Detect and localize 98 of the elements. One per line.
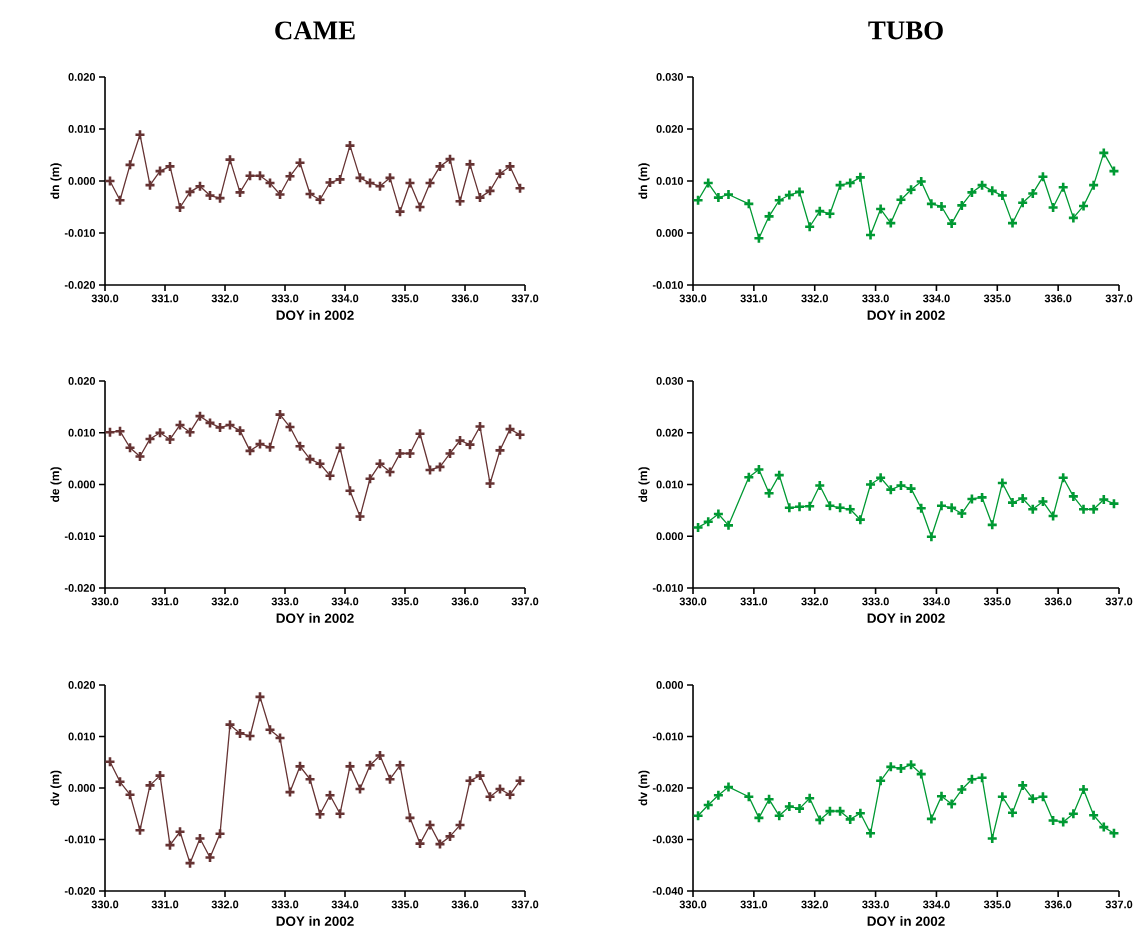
x-tick-label: 331.0 bbox=[151, 597, 179, 606]
y-tick-label: 0.010 bbox=[68, 732, 96, 741]
x-tick-label: 330.0 bbox=[679, 597, 707, 606]
x-axis-title: DOY in 2002 bbox=[276, 310, 354, 320]
x-tick-label: 331.0 bbox=[740, 294, 768, 303]
x-tick-label: 336.0 bbox=[451, 294, 479, 303]
x-tick-label: 337.0 bbox=[1105, 900, 1133, 909]
x-tick-label: 330.0 bbox=[91, 597, 119, 606]
y-tick-label: -0.020 bbox=[652, 784, 684, 792]
y-axis-title: dn (m) bbox=[50, 163, 62, 199]
x-tick-label: 332.0 bbox=[801, 900, 828, 909]
y-tick-label: 0.020 bbox=[68, 681, 96, 689]
point bbox=[224, 419, 236, 431]
y-tick-label: 0.020 bbox=[656, 428, 684, 437]
y-tick-label: 0.010 bbox=[656, 177, 684, 185]
x-tick-label: 332.0 bbox=[211, 294, 239, 303]
x-tick-label: 332.0 bbox=[801, 294, 828, 303]
point bbox=[144, 433, 156, 445]
x-tick-label: 334.0 bbox=[922, 900, 950, 909]
chart-title: CAME bbox=[275, 21, 355, 40]
x-tick-label: 333.0 bbox=[862, 900, 889, 909]
x-tick-label: 337.0 bbox=[1105, 597, 1133, 606]
y-tick-label: 0.030 bbox=[656, 377, 684, 385]
y-axis-title: dv (m) bbox=[638, 770, 650, 806]
y-tick-label: -0.010 bbox=[64, 532, 96, 541]
y-tick-label: -0.010 bbox=[652, 281, 684, 289]
x-axis-title: DOY in 2002 bbox=[867, 310, 945, 320]
x-tick-label: 334.0 bbox=[331, 294, 359, 303]
x-axis-title: DOY in 2002 bbox=[276, 613, 354, 623]
x-tick-label: 335.0 bbox=[983, 900, 1011, 909]
y-tick-label: 0.010 bbox=[656, 480, 684, 489]
y-tick-label: 0.010 bbox=[68, 125, 96, 133]
y-tick-label: -0.010 bbox=[652, 732, 684, 741]
x-tick-label: 330.0 bbox=[679, 900, 707, 909]
x-tick-label: 333.0 bbox=[271, 294, 299, 303]
x-tick-label: 337.0 bbox=[1105, 294, 1133, 303]
y-tick-label: 0.010 bbox=[68, 428, 96, 437]
point bbox=[1037, 171, 1049, 183]
y-axis-title: de (m) bbox=[638, 467, 650, 502]
x-axis-title: DOY in 2002 bbox=[276, 916, 354, 926]
y-tick-label: 0.000 bbox=[656, 229, 684, 237]
x-tick-label: 334.0 bbox=[331, 900, 359, 909]
x-tick-label: 334.0 bbox=[922, 597, 950, 606]
x-axis-title: DOY in 2002 bbox=[867, 916, 945, 926]
y-tick-label: 0.000 bbox=[68, 784, 96, 792]
x-axis-title: DOY in 2002 bbox=[867, 613, 945, 623]
x-tick-label: 335.0 bbox=[983, 597, 1011, 606]
x-tick-label: 333.0 bbox=[862, 597, 889, 606]
x-tick-label: 332.0 bbox=[211, 900, 239, 909]
chart-title: TUBO bbox=[868, 21, 943, 40]
y-tick-label: 0.000 bbox=[656, 681, 684, 689]
y-tick-label: 0.000 bbox=[656, 532, 684, 541]
y-tick-label: 0.000 bbox=[68, 480, 96, 489]
point bbox=[434, 461, 446, 473]
y-tick-label: 0.020 bbox=[68, 377, 96, 385]
y-tick-label: 0.000 bbox=[68, 177, 96, 185]
x-tick-label: 336.0 bbox=[451, 597, 479, 606]
x-tick-label: 332.0 bbox=[211, 597, 239, 606]
x-tick-label: 331.0 bbox=[151, 900, 179, 909]
y-tick-label: -0.020 bbox=[64, 281, 96, 289]
x-tick-label: 332.0 bbox=[801, 597, 828, 606]
point bbox=[444, 153, 456, 165]
x-tick-label: 336.0 bbox=[1044, 597, 1072, 606]
x-tick-label: 330.0 bbox=[91, 294, 119, 303]
y-tick-label: 0.020 bbox=[656, 125, 684, 133]
y-axis-title: dn (m) bbox=[638, 163, 650, 199]
x-tick-label: 336.0 bbox=[451, 900, 479, 909]
x-tick-label: 331.0 bbox=[740, 900, 768, 909]
x-tick-label: 333.0 bbox=[271, 900, 299, 909]
x-tick-label: 333.0 bbox=[271, 597, 299, 606]
point bbox=[174, 419, 186, 431]
y-tick-label: 0.020 bbox=[68, 73, 96, 81]
x-tick-label: 333.0 bbox=[862, 294, 889, 303]
y-tick-label: -0.010 bbox=[64, 835, 96, 844]
x-tick-label: 337.0 bbox=[511, 900, 539, 909]
y-tick-label: -0.020 bbox=[64, 584, 96, 592]
x-tick-label: 331.0 bbox=[151, 294, 179, 303]
y-tick-label: -0.040 bbox=[652, 887, 684, 895]
x-tick-label: 330.0 bbox=[679, 294, 707, 303]
x-tick-label: 331.0 bbox=[740, 597, 768, 606]
x-tick-label: 334.0 bbox=[922, 294, 950, 303]
y-axis-title: dv (m) bbox=[50, 770, 62, 806]
x-tick-label: 335.0 bbox=[391, 597, 419, 606]
x-tick-label: 337.0 bbox=[511, 294, 539, 303]
x-tick-label: 335.0 bbox=[983, 294, 1011, 303]
y-tick-label: -0.020 bbox=[64, 887, 96, 895]
y-tick-label: -0.030 bbox=[652, 835, 684, 844]
x-tick-label: 335.0 bbox=[391, 294, 419, 303]
x-tick-label: 336.0 bbox=[1044, 900, 1072, 909]
y-tick-label: 0.030 bbox=[656, 73, 684, 81]
x-tick-label: 337.0 bbox=[511, 597, 539, 606]
x-tick-label: 335.0 bbox=[391, 900, 419, 909]
y-axis-title: de (m) bbox=[50, 467, 62, 502]
x-tick-label: 336.0 bbox=[1044, 294, 1072, 303]
x-tick-label: 334.0 bbox=[331, 597, 359, 606]
y-tick-label: -0.010 bbox=[64, 229, 96, 237]
y-tick-label: -0.010 bbox=[652, 584, 684, 592]
x-tick-label: 330.0 bbox=[91, 900, 119, 909]
